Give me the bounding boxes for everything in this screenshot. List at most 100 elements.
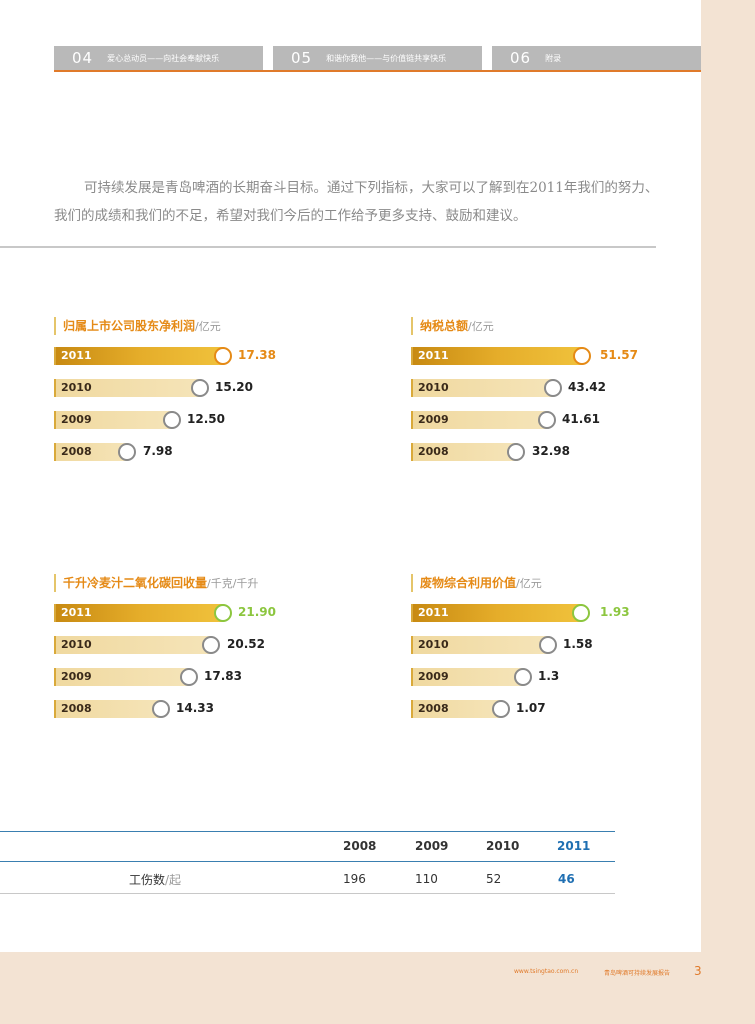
bar (411, 379, 554, 397)
metric-title: 千升冷麦汁二氧化碳回收量/千克/千升 (54, 574, 258, 592)
metric-title-text: 纳税总额 (420, 319, 469, 333)
bar-year: 2010 (418, 638, 449, 651)
bar (54, 411, 173, 429)
report-page (0, 0, 701, 952)
bar-value: 1.93 (600, 605, 630, 619)
bar-year: 2008 (418, 702, 449, 715)
tab-label: 和谐你我他——与价值链共享快乐 (326, 53, 447, 63)
bar-value: 1.58 (563, 637, 593, 651)
bar-value: 41.61 (562, 412, 600, 426)
footer-band (0, 952, 755, 1024)
metric-unit: /亿元 (468, 320, 494, 333)
bar (411, 411, 549, 429)
tab-section-05[interactable]: 05 和谐你我他——与价值链共享快乐 (273, 46, 482, 70)
bar (54, 668, 190, 686)
metric-title-text: 千升冷麦汁二氧化碳回收量 (63, 576, 208, 590)
table-rule-top (0, 831, 615, 832)
tab-number: 04 (72, 49, 94, 67)
bar (411, 347, 583, 365)
bar-end-circle (214, 347, 232, 365)
metric-unit: /亿元 (195, 320, 221, 333)
tab-number: 05 (291, 49, 313, 67)
bar-end-circle (492, 700, 510, 718)
bar-value: 21.90 (238, 605, 276, 619)
bar-year: 2008 (61, 702, 92, 715)
metric-title: 纳税总额/亿元 (411, 317, 494, 335)
bar-end-circle (202, 636, 220, 654)
bar-value: 7.98 (143, 444, 173, 458)
bar (54, 604, 224, 622)
tab-number: 06 (510, 49, 532, 67)
bar-year: 2011 (61, 349, 92, 362)
bar-year: 2011 (418, 349, 449, 362)
tab-label: 附录 (545, 53, 562, 63)
bar-year: 2008 (61, 445, 92, 458)
bar-year: 2010 (418, 381, 449, 394)
bar-end-circle (191, 379, 209, 397)
table-header-2010: 2010 (486, 839, 520, 853)
bar-year: 2009 (61, 413, 92, 426)
metric-unit: /千克/千升 (207, 577, 259, 590)
row-label-unit: /起 (165, 873, 182, 887)
table-header-2009: 2009 (415, 839, 449, 853)
bar (411, 668, 524, 686)
bar-value: 14.33 (176, 701, 214, 715)
bar-end-circle (214, 604, 232, 622)
bar-end-circle (163, 411, 181, 429)
table-rule-bottom (0, 893, 615, 894)
metric-title: 废物综合利用价值/亿元 (411, 574, 542, 592)
bar-year: 2011 (61, 606, 92, 619)
bar (411, 700, 502, 718)
metric-unit: /亿元 (516, 577, 542, 590)
bar (54, 347, 224, 365)
bar (54, 700, 162, 718)
page-number: 3 (694, 964, 702, 978)
footer-url-link[interactable]: www.tsingtao.com.cn (514, 968, 579, 975)
tab-label: 爱心总动员——向社会奉献快乐 (107, 53, 220, 63)
table-cell-2009: 110 (415, 872, 438, 886)
tab-section-04[interactable]: 04 爱心总动员——向社会奉献快乐 (54, 46, 263, 70)
intro-paragraph: 可持续发展是青岛啤酒的长期奋斗目标。通过下列指标，大家可以了解到在2011年我们… (54, 180, 659, 224)
bar-end-circle (118, 443, 136, 461)
right-margin (701, 0, 755, 952)
bar (411, 443, 518, 461)
bar-value: 17.83 (204, 669, 242, 683)
bar-value: 20.52 (227, 637, 265, 651)
bar-value: 12.50 (187, 412, 225, 426)
bar-end-circle (572, 604, 590, 622)
bar (411, 604, 582, 622)
bar-year: 2008 (418, 445, 449, 458)
bar (54, 443, 128, 461)
table-cell-2010: 52 (486, 872, 502, 886)
bar-year: 2010 (61, 638, 92, 651)
metric-title-text: 废物综合利用价值 (420, 576, 517, 590)
bar-end-circle (152, 700, 170, 718)
bar-value: 1.3 (538, 669, 560, 683)
bar (411, 636, 550, 654)
table-header-2008: 2008 (343, 839, 377, 853)
metric-title-text: 归属上市公司股东净利润 (63, 319, 196, 333)
bar-value: 43.42 (568, 380, 606, 394)
bar-end-circle (544, 379, 562, 397)
divider (0, 246, 656, 248)
bar-value: 32.98 (532, 444, 570, 458)
bar-value: 1.07 (516, 701, 546, 715)
metric-tax-total: 纳税总额/亿元 2011 51.57 2010 43.42 2009 41.61… (411, 317, 711, 467)
bar-end-circle (573, 347, 591, 365)
bar-year: 2011 (418, 606, 449, 619)
table-rule-mid (0, 861, 615, 862)
nav-underline (54, 70, 701, 72)
bar-value: 15.20 (215, 380, 253, 394)
tab-section-06[interactable]: 06 附录 (492, 46, 701, 70)
bar-end-circle (180, 668, 198, 686)
table-row-label: 工伤数/起 (129, 871, 181, 888)
bar-end-circle (539, 636, 557, 654)
bar (54, 636, 212, 654)
bar-end-circle (507, 443, 525, 461)
metric-waste-utilization: 废物综合利用价值/亿元 2011 1.93 2010 1.58 2009 1.3… (411, 574, 711, 724)
metric-title: 归属上市公司股东净利润/亿元 (54, 317, 221, 335)
table-header-2011: 2011 (557, 839, 591, 853)
bar-year: 2009 (418, 413, 449, 426)
bar-end-circle (514, 668, 532, 686)
bar-value: 17.38 (238, 348, 276, 362)
